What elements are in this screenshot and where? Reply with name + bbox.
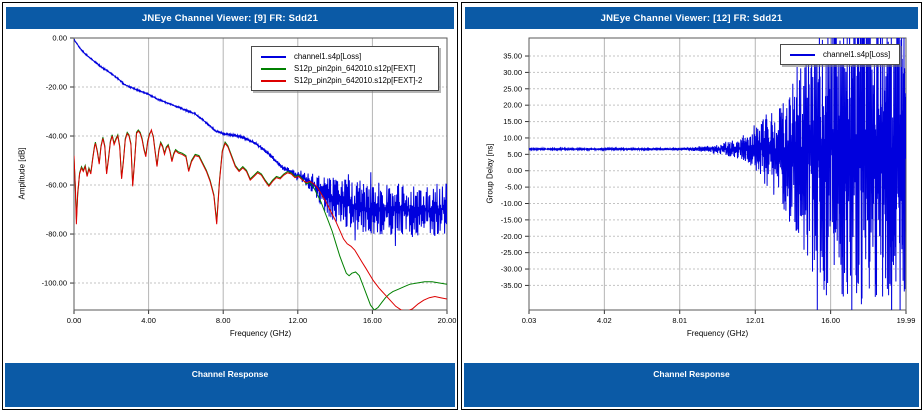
svg-text:8.01: 8.01	[672, 316, 687, 325]
svg-text:16.00: 16.00	[821, 316, 840, 325]
svg-text:-20.00: -20.00	[46, 83, 67, 92]
svg-text:-5.00: -5.00	[505, 183, 522, 192]
plot-area-wrap: 0.00 -20.00 -40.00 -60.00 -80.00 -100.00 0.00 4…	[42, 34, 457, 326]
svg-text:-80.00: -80.00	[46, 230, 67, 239]
footer-label: Channel Response	[191, 369, 269, 379]
legend-label: S12p_pin2pin_642010.s12p[FEXT]-2	[294, 76, 423, 85]
y-axis-label: Amplitude [dB]	[17, 147, 27, 200]
svg-text:12.00: 12.00	[288, 316, 307, 325]
legend-label: S12p_pin2pin_642010.s12p[FEXT]	[294, 64, 416, 73]
window-title: JNEye Channel Viewer: [12] FR: Sdd21	[600, 12, 783, 24]
legend-item: channel1.s4p[Loss]	[790, 50, 890, 59]
svg-text:19.99: 19.99	[897, 316, 916, 325]
legend-box: channel1.s4p[Loss]	[780, 44, 901, 65]
channel-viewer-window-amplitude: JNEye Channel Viewer: [9] FR: Sdd21 Ampl…	[2, 2, 458, 410]
svg-text:-40.00: -40.00	[46, 132, 67, 141]
legend-line-swatch-blue	[790, 53, 815, 56]
svg-text:15.00: 15.00	[503, 117, 522, 126]
legend-item: S12p_pin2pin_642010.s12p[FEXT]-2	[261, 76, 429, 85]
svg-text:20.00: 20.00	[503, 101, 522, 110]
svg-text:-35.00: -35.00	[501, 281, 522, 290]
svg-text:10.00: 10.00	[503, 133, 522, 142]
legend-box: channel1.s4p[Loss] S12p_pin2pin_642010.s…	[251, 46, 439, 91]
svg-text:30.00: 30.00	[503, 68, 522, 77]
svg-text:4.00: 4.00	[141, 316, 156, 325]
footer-bar: Channel Response	[464, 363, 919, 407]
svg-text:-25.00: -25.00	[501, 248, 522, 257]
legend-label: channel1.s4p[Loss]	[823, 50, 891, 59]
x-axis-label: Frequency (GHz)	[229, 329, 292, 338]
footer-label: Channel Response	[653, 369, 730, 379]
svg-text:0.00: 0.00	[52, 34, 67, 43]
svg-text:35.00: 35.00	[503, 52, 522, 61]
legend-line-swatch-red	[261, 79, 286, 82]
svg-text:8.00: 8.00	[216, 316, 231, 325]
channel-viewer-window-group-delay: JNEye Channel Viewer: [12] FR: Sdd21 Gro…	[461, 2, 922, 410]
svg-text:0.00: 0.00	[67, 316, 82, 325]
svg-text:5.00: 5.00	[507, 150, 522, 159]
amplitude-vs-frequency-chart[interactable]: 0.00 -20.00 -40.00 -60.00 -80.00 -100.00 0.00 4…	[42, 34, 457, 326]
svg-text:16.00: 16.00	[363, 316, 382, 325]
y-axis-label: Group Delay [ns]	[485, 143, 495, 204]
group-delay-vs-frequency-chart[interactable]: 35.00 30.00 25.00 20.00 15.00 10.00 5.00 0.00 -5…	[501, 37, 915, 325]
legend-line-swatch-green	[261, 67, 286, 70]
svg-text:0.00: 0.00	[507, 166, 522, 175]
svg-text:12.01: 12.01	[746, 316, 765, 325]
legend-item: S12p_pin2pin_642010.s12p[FEXT]	[261, 64, 429, 73]
svg-text:-10.00: -10.00	[501, 199, 522, 208]
x-axis-label: Frequency (GHz)	[686, 329, 749, 338]
legend-line-swatch-blue	[261, 55, 286, 58]
svg-text:20.00: 20.00	[438, 316, 457, 325]
legend-label: channel1.s4p[Loss]	[294, 52, 362, 61]
svg-text:-20.00: -20.00	[501, 232, 522, 241]
footer-bar: Channel Response	[5, 363, 455, 407]
svg-text:-15.00: -15.00	[501, 215, 522, 224]
svg-text:-100.00: -100.00	[42, 279, 67, 288]
legend-item: channel1.s4p[Loss]	[261, 52, 429, 61]
window-title-bar[interactable]: JNEye Channel Viewer: [9] FR: Sdd21	[6, 7, 454, 29]
plot-area-wrap: 35.00 30.00 25.00 20.00 15.00 10.00 5.00 0.00 -5…	[501, 37, 915, 325]
svg-text:4.02: 4.02	[597, 316, 612, 325]
svg-text:-30.00: -30.00	[501, 265, 522, 274]
svg-text:0.03: 0.03	[522, 316, 537, 325]
window-title: JNEye Channel Viewer: [9] FR: Sdd21	[141, 12, 319, 24]
window-title-bar[interactable]: JNEye Channel Viewer: [12] FR: Sdd21	[465, 7, 918, 29]
svg-text:25.00: 25.00	[503, 84, 522, 93]
svg-text:-60.00: -60.00	[46, 181, 67, 190]
